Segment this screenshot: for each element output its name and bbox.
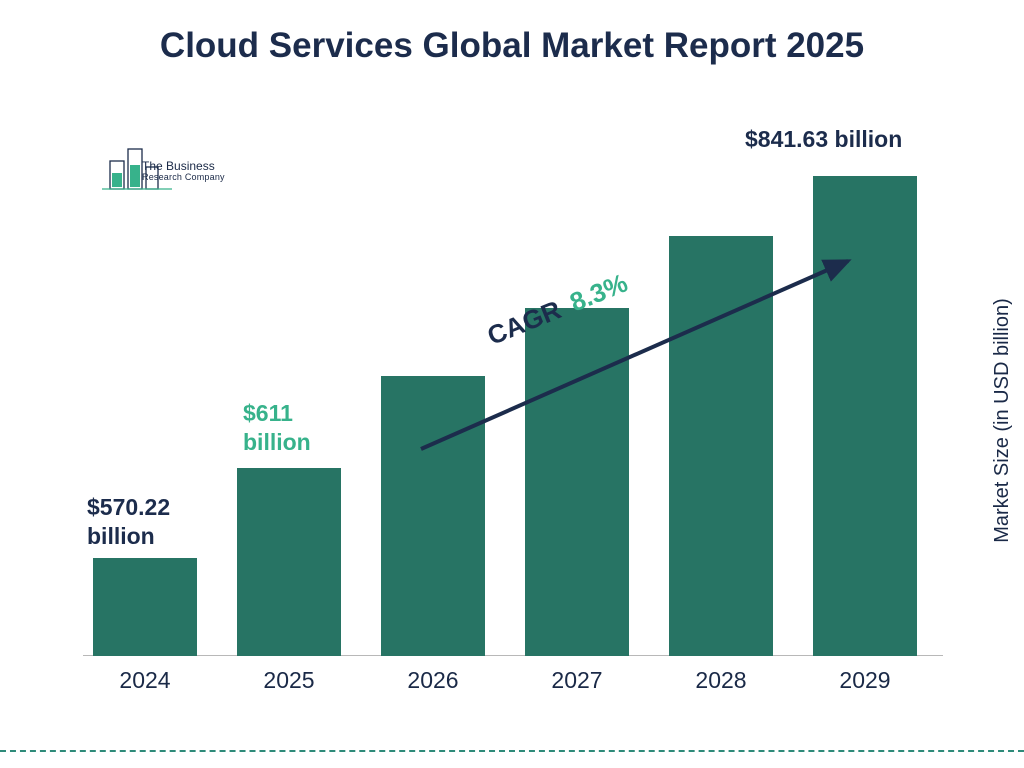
footer-dashed-line bbox=[0, 750, 1024, 752]
x-label-2024: 2024 bbox=[85, 667, 205, 694]
x-label-2027: 2027 bbox=[517, 667, 637, 694]
x-label-2026: 2026 bbox=[373, 667, 493, 694]
y-axis-label: Market Size (in USD billion) bbox=[992, 298, 1015, 543]
x-label-2029: 2029 bbox=[805, 667, 925, 694]
chart-title: Cloud Services Global Market Report 2025 bbox=[0, 26, 1024, 66]
trend-arrow-line bbox=[421, 261, 848, 449]
plot-area: 2024 2025 2026 2027 2028 2029 $570.22 bi… bbox=[83, 131, 943, 656]
x-label-2025: 2025 bbox=[229, 667, 349, 694]
bar-chart: 2024 2025 2026 2027 2028 2029 $570.22 bi… bbox=[83, 131, 943, 686]
x-label-2028: 2028 bbox=[661, 667, 781, 694]
page-root: Cloud Services Global Market Report 2025… bbox=[0, 0, 1024, 768]
trend-arrow bbox=[83, 131, 943, 656]
